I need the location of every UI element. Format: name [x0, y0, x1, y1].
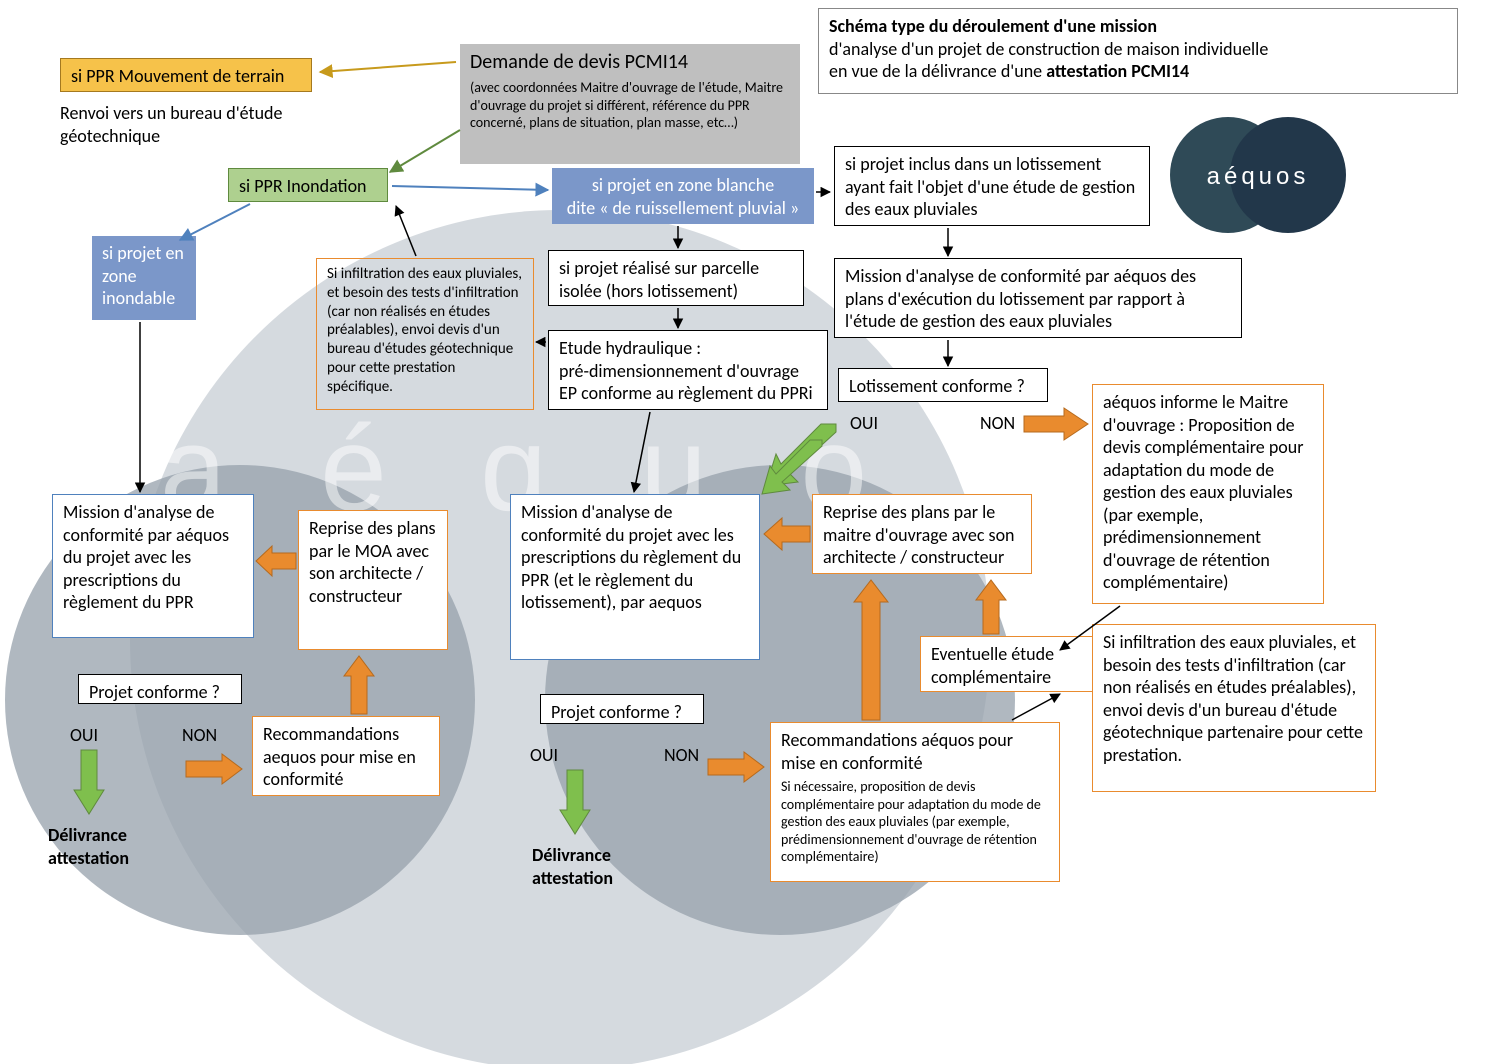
title-line3b: attestation PCMI14 [1046, 60, 1189, 82]
lotissement-inclus-label: si projet inclus dans un lotissement aya… [845, 153, 1135, 220]
mission-ppr-left-label: Mission d'analyse de conformité par aéqu… [63, 501, 229, 613]
zi-l3: inondable [102, 287, 186, 310]
node-aequos-informe: aéquos informe le Maitre d'ouvrage : Pro… [1092, 384, 1324, 604]
etude-hydrau-l2: pré-dimensionnement d'ouvrage EP conform… [559, 360, 817, 405]
arrow-non-center [708, 752, 764, 782]
infiltration-note-left-label: Si infiltration des eaux pluviales, et b… [327, 265, 522, 396]
zone-blanche-l2: dite « de ruissellement pluvial » [562, 197, 804, 220]
conf-c-oui: OUI [530, 744, 558, 767]
node-infiltration-right: Si infiltration des eaux pluviales, et b… [1092, 624, 1376, 792]
node-ppr-inondation-label: si PPR Inondation [239, 175, 367, 197]
infiltration-right-label: Si infiltration des eaux pluviales, et b… [1103, 631, 1363, 766]
lotiss-conf-label: Lotissement conforme ? [849, 375, 1025, 397]
node-reprise-maitre: Reprise des plans par le maitre d'ouvrag… [812, 494, 1032, 574]
node-zone-inondable: si projet en zone inondable [92, 236, 196, 320]
reprise-moa-label: Reprise des plans par le MOA avec son ar… [309, 517, 436, 607]
arrow-reco-to-moa [344, 656, 374, 714]
conforme-left-label: Projet conforme ? [89, 681, 220, 703]
event-etude-label: Eventuelle étude complémentaire [931, 643, 1054, 688]
node-conforme-left: Projet conforme ? [78, 674, 242, 704]
deliv-c-l1: Délivrance [532, 844, 613, 867]
node-renvoi-bureau: Renvoi vers un bureau d'étude géotechniq… [60, 102, 300, 147]
delivrance-left: Délivrance attestation [48, 824, 129, 869]
node-lotissement-conforme: Lotissement conforme ? [838, 368, 1048, 402]
lotiss-non: NON [980, 412, 1015, 435]
node-mission-ppr-left: Mission d'analyse de conformité par aéqu… [52, 494, 254, 638]
node-infiltration-note-left: Si infiltration des eaux pluviales, et b… [316, 258, 534, 410]
aequos-logo: aéquos [1158, 110, 1358, 240]
mission-ppr-center-label: Mission d'analyse de conformité du proje… [521, 501, 741, 613]
conf-c-non: NON [664, 744, 699, 767]
reco-left-label: Recommandations aequos pour mise en conf… [263, 723, 416, 790]
node-reprise-moa: Reprise des plans par le MOA avec son ar… [298, 510, 448, 650]
node-mission-lotissement: Mission d'analyse de conformité par aéqu… [834, 258, 1242, 338]
devis-sub: (avec coordonnées Maitre d'ouvrage de l'… [470, 79, 790, 132]
arrow-oui-center [560, 770, 590, 834]
node-reco-left: Recommandations aequos pour mise en conf… [252, 716, 440, 796]
reco-center-sub: Si nécessaire, proposition de devis comp… [781, 778, 1049, 866]
title-line2: d'analyse d'un projet de construction de… [829, 38, 1447, 61]
lotiss-oui: OUI [850, 412, 878, 435]
title-box: Schéma type du déroulement d'une mission… [818, 8, 1458, 94]
conf-l-non: NON [182, 724, 217, 747]
node-eventuelle-etude: Eventuelle étude complémentaire [920, 636, 1098, 692]
delivrance-center: Délivrance attestation [532, 844, 613, 889]
node-ppr-inondation: si PPR Inondation [228, 168, 388, 202]
aequos-informe-label: aéquos informe le Maitre d'ouvrage : Pro… [1103, 391, 1304, 593]
title-line3a: en vue de la délivrance d'une [829, 60, 1046, 82]
deliv-c-l2: attestation [532, 867, 613, 890]
devis-title: Demande de devis PCMI14 [470, 50, 790, 75]
node-reco-center: Recommandations aéquos pour mise en conf… [770, 722, 1060, 882]
node-mission-ppr-center: Mission d'analyse de conformité du proje… [510, 494, 760, 660]
arrow-non-left [186, 754, 242, 784]
arrow-event-to-reprise [976, 580, 1006, 634]
deliv-l-l1: Délivrance [48, 824, 129, 847]
zi-l2: zone [102, 265, 186, 288]
node-ppr-mouvement-label: si PPR Mouvement de terrain [71, 65, 284, 87]
node-zone-blanche: si projet en zone blanche dite « de ruis… [552, 168, 814, 224]
conforme-center-label: Projet conforme ? [551, 701, 682, 723]
node-conforme-center: Projet conforme ? [540, 694, 704, 724]
deliv-l-l2: attestation [48, 847, 129, 870]
node-lotissement-inclus: si projet inclus dans un lotissement aya… [834, 146, 1150, 226]
node-ppr-mouvement: si PPR Mouvement de terrain [60, 58, 312, 92]
node-etude-hydraulique: Etude hydraulique : pré-dimensionnement … [548, 330, 828, 410]
conf-l-oui: OUI [70, 724, 98, 747]
arrow-moa-to-mission [256, 546, 296, 576]
diagram-canvas: a é q u o s Schéma type du déroulement d… [0, 0, 1500, 1064]
etude-hydrau-l1: Etude hydraulique : [559, 337, 817, 360]
node-demande-devis: Demande de devis PCMI14 (avec coordonnée… [460, 44, 800, 164]
parcelle-isolee-label: si projet réalisé sur parcelle isolée (h… [559, 257, 759, 302]
arrow-reco-to-reprise [854, 580, 888, 720]
reprise-maitre-label: Reprise des plans par le maitre d'ouvrag… [823, 501, 1015, 568]
zi-l1: si projet en [102, 242, 186, 265]
mission-lotiss-label: Mission d'analyse de conformité par aéqu… [845, 265, 1196, 332]
title-line1: Schéma type du déroulement d'une mission [829, 15, 1157, 37]
reco-center-title: Recommandations aéquos pour mise en conf… [781, 729, 1049, 774]
node-parcelle-isolee: si projet réalisé sur parcelle isolée (h… [548, 250, 804, 306]
svg-text:aéquos: aéquos [1207, 163, 1310, 190]
arrow-oui-left [74, 750, 104, 814]
zone-blanche-l1: si projet en zone blanche [562, 174, 804, 197]
